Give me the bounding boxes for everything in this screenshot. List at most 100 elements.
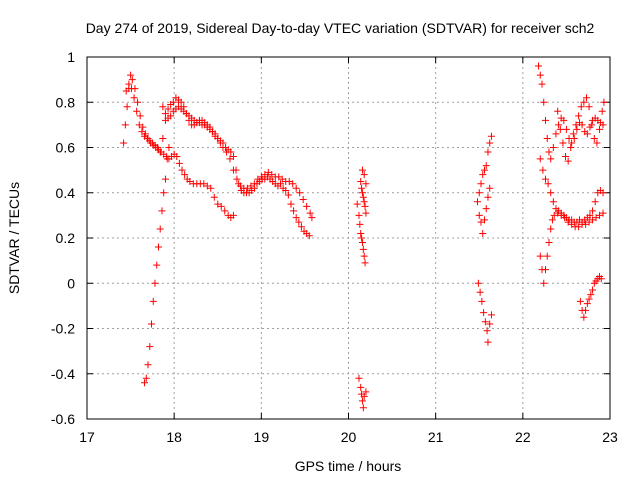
data-point (292, 214, 300, 222)
data-point (226, 155, 234, 163)
series-track-f (355, 374, 370, 412)
data-point (540, 279, 548, 287)
y-tick-label: 0 (67, 275, 75, 291)
x-tick-label: 17 (79, 429, 95, 445)
data-point (572, 121, 580, 129)
data-point (181, 171, 189, 179)
data-point (477, 180, 485, 188)
data-point (541, 266, 549, 274)
data-point (580, 313, 588, 321)
data-point (148, 320, 156, 328)
x-tick-label: 21 (428, 429, 444, 445)
data-point (548, 216, 556, 224)
data-point (361, 259, 369, 267)
data-point (161, 110, 169, 118)
data-point (482, 205, 490, 213)
data-point (535, 62, 543, 70)
data-point (358, 184, 366, 192)
data-point (357, 383, 365, 391)
data-point (358, 166, 366, 174)
data-point (556, 125, 564, 133)
data-point (175, 159, 183, 167)
series-track-k (554, 94, 608, 165)
data-point (486, 184, 494, 192)
data-point (214, 134, 222, 142)
data-point (539, 166, 547, 174)
data-point (593, 139, 601, 147)
data-point (219, 144, 227, 151)
data-point (299, 196, 307, 204)
y-tick-label: 1 (67, 49, 75, 65)
data-point (360, 198, 368, 206)
data-point (573, 125, 581, 133)
data-point (536, 252, 544, 260)
data-point (360, 171, 368, 179)
data-point (586, 211, 594, 219)
data-point (475, 211, 483, 219)
data-point (357, 177, 365, 185)
data-point (552, 130, 560, 138)
data-point (356, 220, 364, 228)
data-point (484, 338, 492, 346)
data-point (136, 112, 144, 120)
data-point (122, 87, 130, 95)
data-point (555, 121, 563, 129)
data-point (163, 155, 171, 163)
data-point (545, 239, 553, 247)
data-point (360, 392, 368, 400)
data-point (575, 112, 583, 120)
data-point (178, 166, 186, 174)
data-point (541, 116, 549, 124)
data-point (233, 175, 241, 183)
data-point (536, 71, 544, 79)
data-point (543, 252, 551, 260)
data-point (156, 148, 164, 156)
data-point (541, 175, 549, 183)
data-point (583, 130, 591, 138)
data-point (164, 105, 172, 113)
data-point (127, 85, 135, 93)
data-point (484, 148, 492, 156)
data-point (538, 80, 546, 88)
y-tick-label: 0.8 (56, 94, 76, 110)
data-point (474, 198, 482, 206)
data-point (141, 379, 149, 387)
data-point (560, 116, 568, 124)
data-point (536, 155, 544, 163)
x-tick-labels: 17 18 19 20 21 22 23 (79, 429, 618, 445)
x-tick-label: 18 (166, 429, 182, 445)
data-point (353, 200, 361, 208)
data-point (146, 343, 154, 351)
data-point (158, 207, 166, 215)
data-point (358, 189, 366, 197)
data-point (597, 275, 605, 283)
data-point (120, 139, 128, 147)
grid-lines (87, 57, 610, 419)
data-point (588, 121, 596, 129)
data-point (568, 139, 576, 147)
data-point (355, 211, 363, 219)
data-point (576, 297, 584, 305)
data-point (154, 243, 162, 251)
data-point (562, 153, 570, 161)
data-point (138, 128, 146, 136)
data-point (128, 76, 136, 84)
data-point (165, 144, 173, 151)
data-point (362, 209, 370, 217)
data-point (177, 98, 185, 106)
data-point (359, 245, 367, 253)
axis-ticks (86, 56, 611, 420)
series-track-b (122, 80, 313, 240)
y-tick-label: -0.6 (51, 411, 75, 427)
data-point (359, 404, 367, 412)
data-point (475, 189, 483, 197)
data-point (207, 184, 215, 192)
data-points (120, 62, 608, 412)
data-point (582, 94, 590, 102)
data-point (543, 134, 551, 142)
data-point (567, 144, 575, 151)
data-point (569, 130, 577, 138)
series-track-e (353, 166, 370, 267)
data-point (582, 306, 590, 314)
y-tick-label: 0.6 (56, 140, 76, 156)
